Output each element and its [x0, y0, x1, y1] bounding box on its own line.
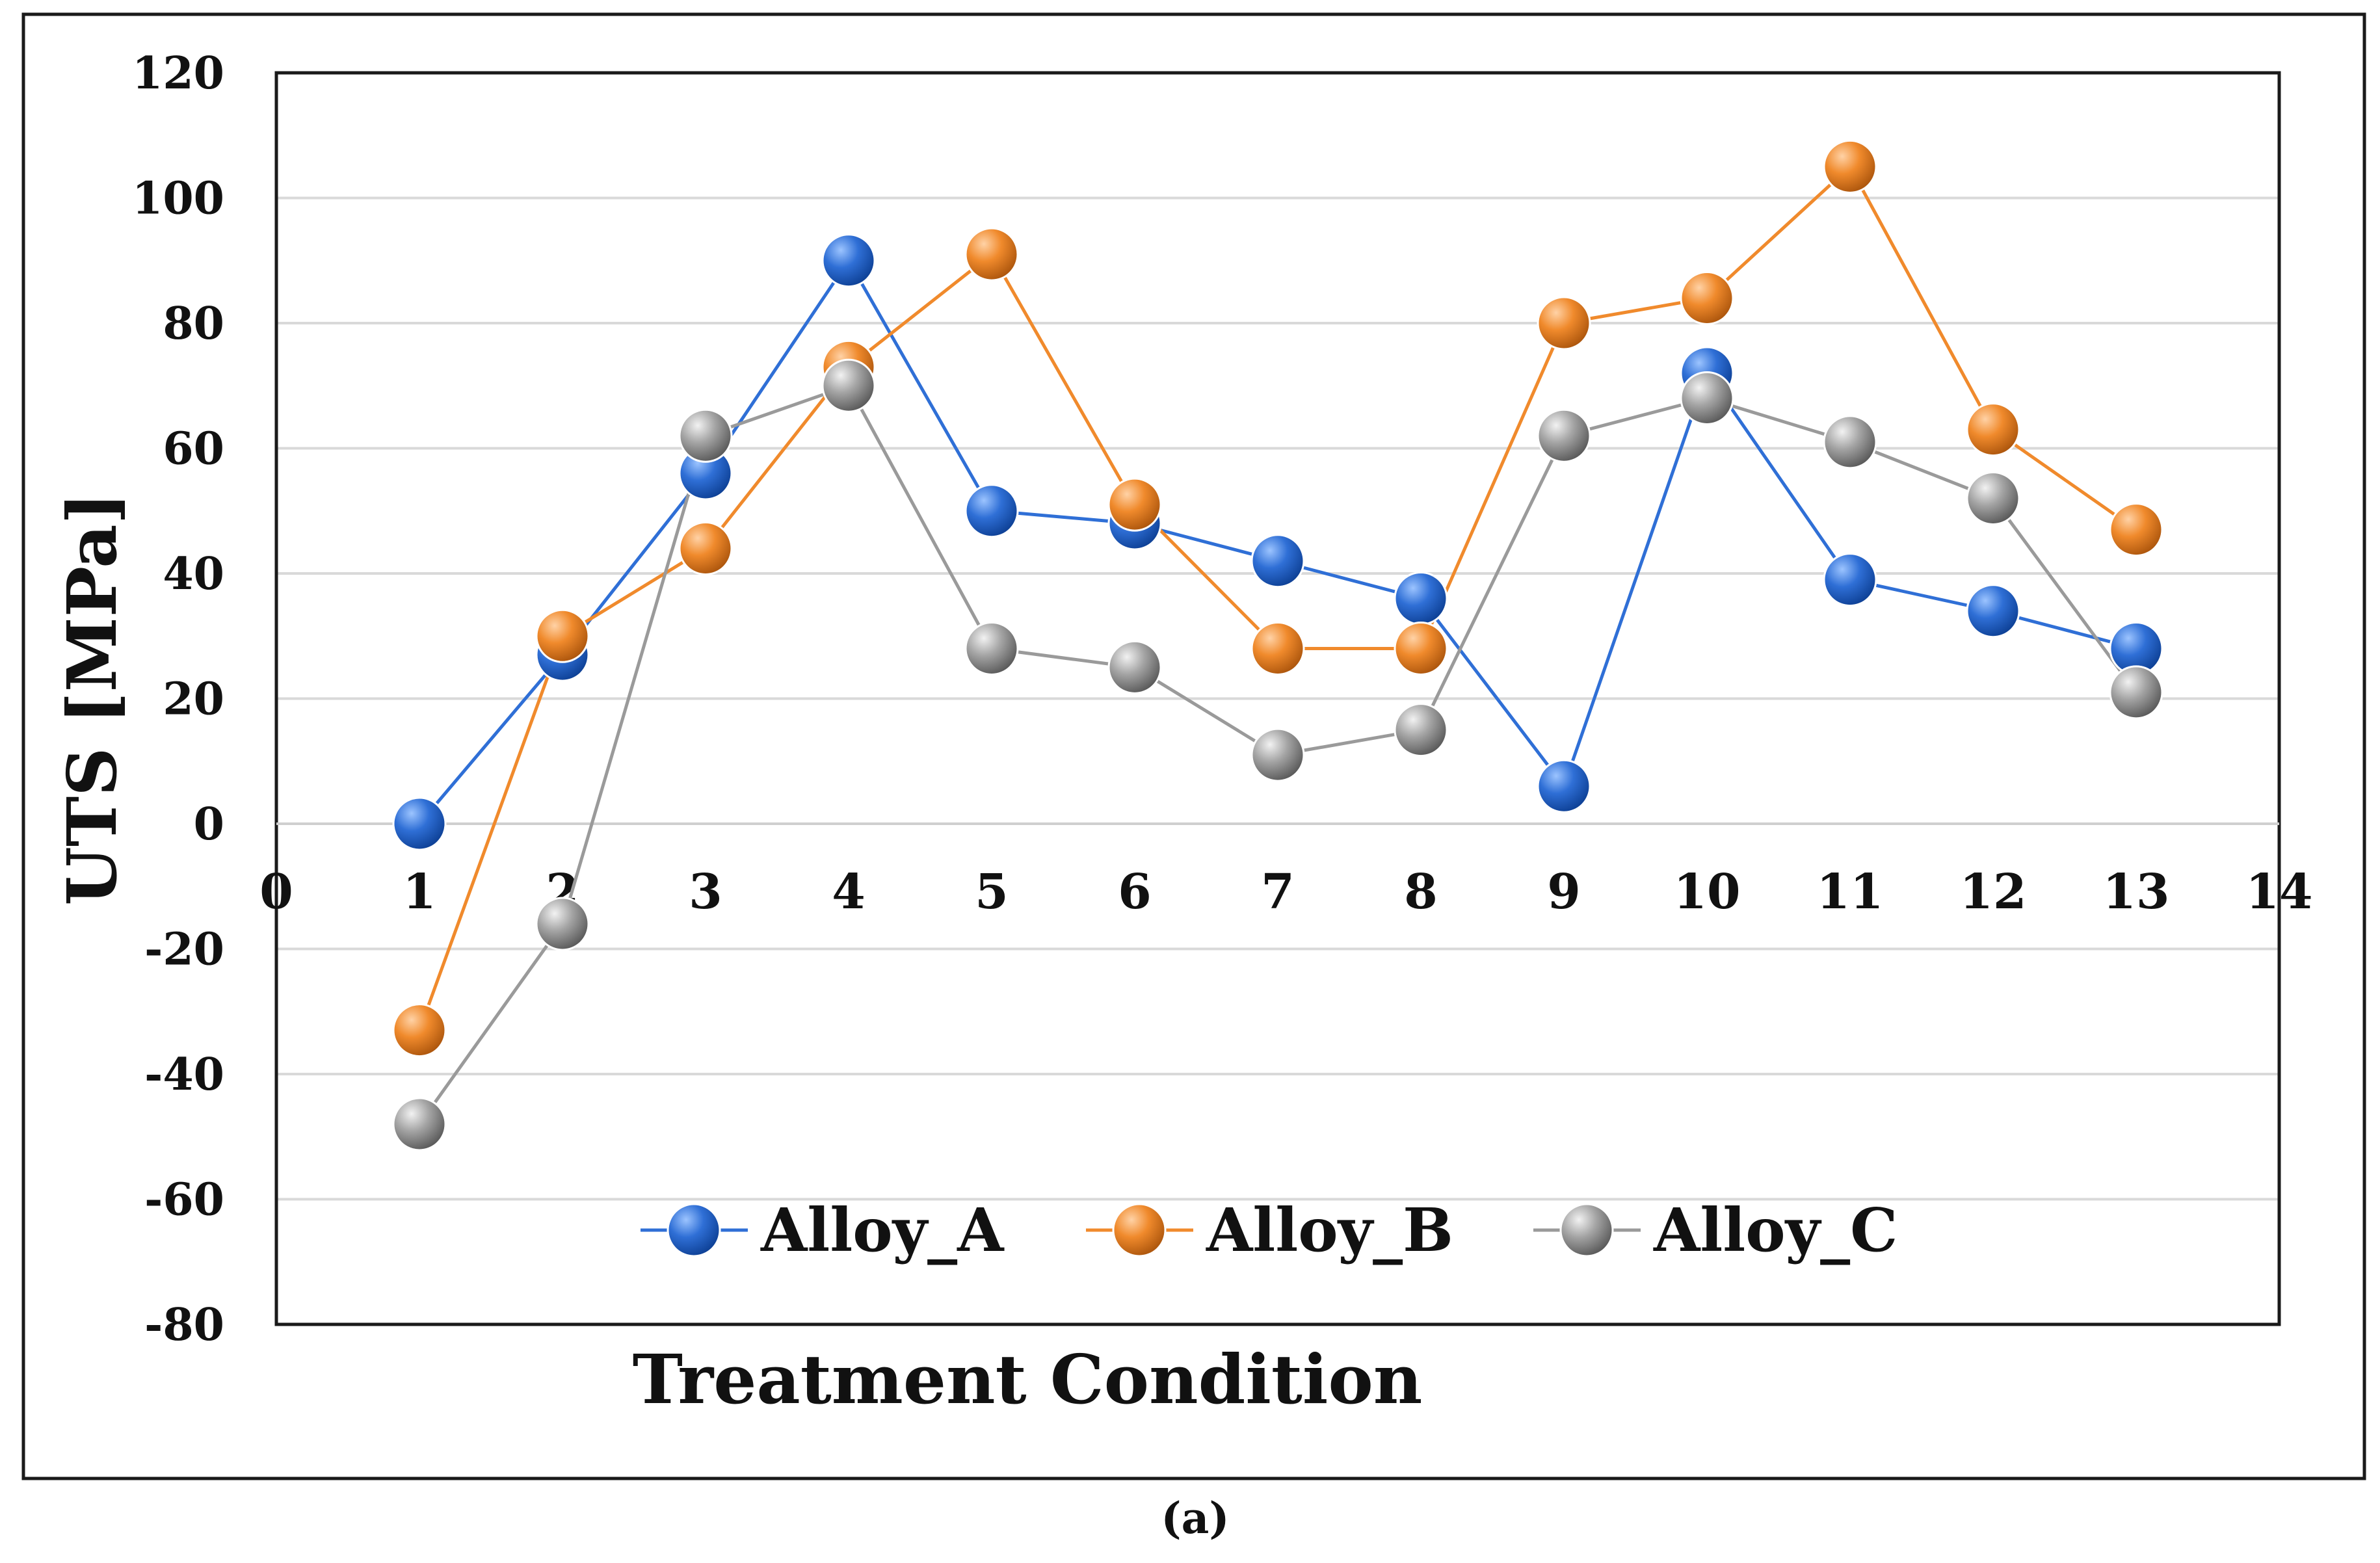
x-tick-label: 6 [1118, 864, 1152, 920]
x-tick-label: 9 [1547, 864, 1581, 920]
y-tick-label: -80 [144, 1299, 224, 1351]
x-tick-label: 1 [403, 864, 436, 920]
legend-item-alloy_b[interactable]: Alloy_B [1086, 1195, 1453, 1265]
data-point-alloy_c-9[interactable]: Alloy_C: 62 [1537, 408, 1591, 463]
data-point-alloy_c-12[interactable]: Alloy_C: 52 [1966, 471, 2020, 525]
data-point-alloy_b-2[interactable]: Alloy_B: 30 [535, 609, 590, 663]
outer-frame [21, 12, 2366, 1480]
markers-alloy_b: Alloy_B: -33 Alloy_B: 30 Alloy_B: 44 Alloy_… [392, 139, 2163, 1058]
data-point-alloy_a-8[interactable]: Alloy_A: 36 [1394, 571, 1448, 625]
x-tick-label: 14 [2246, 864, 2313, 920]
plot-area-border [274, 71, 2281, 1326]
data-point-alloy_a-9[interactable]: Alloy_A: 6 [1537, 759, 1591, 813]
legend-marker [1112, 1203, 1167, 1257]
y-tick-label: -40 [144, 1049, 224, 1101]
data-point-alloy_c-7[interactable]: Alloy_C: 11 [1250, 728, 1305, 782]
x-tick-label: 13 [2103, 864, 2170, 920]
data-point-alloy_a-11[interactable]: Alloy_A: 39 [1823, 553, 1877, 607]
data-point-alloy_b-10[interactable]: Alloy_B: 84 [1680, 271, 1734, 325]
y-axis-title: UTS [MPa] [52, 492, 132, 906]
y-tick-label: 120 [132, 47, 224, 99]
data-point-alloy_c-3[interactable]: Alloy_C: 62 [678, 408, 733, 463]
y-tick-label: 60 [163, 423, 224, 475]
data-point-alloy_a-4[interactable]: Alloy_A: 90 [821, 233, 876, 288]
legend-label: Alloy_B [1206, 1195, 1453, 1265]
x-tick-label: 7 [1261, 864, 1295, 920]
legend-label: Alloy_C [1653, 1195, 1897, 1265]
data-point-alloy_b-6[interactable]: Alloy_B: 51 [1107, 477, 1162, 532]
data-point-alloy_b-3[interactable]: Alloy_B: 44 [678, 521, 733, 575]
data-point-alloy_b-7[interactable]: Alloy_B: 28 [1250, 622, 1305, 676]
x-tick-label: 0 [259, 864, 293, 920]
figure-caption: (a) [1161, 1493, 1229, 1543]
data-point-alloy_c-1[interactable]: Alloy_C: -48 [392, 1097, 447, 1151]
legend-label: Alloy_A [760, 1195, 1005, 1265]
x-tick-label: 11 [1817, 864, 1884, 920]
legend-marker [1559, 1203, 1614, 1257]
data-point-alloy_c-10[interactable]: Alloy_C: 68 [1680, 371, 1734, 425]
data-point-alloy_b-5[interactable]: Alloy_B: 91 [964, 227, 1019, 282]
data-point-alloy_c-4[interactable]: Alloy_C: 70 [821, 358, 876, 413]
data-point-alloy_c-11[interactable]: Alloy_C: 61 [1823, 415, 1877, 469]
data-point-alloy_a-12[interactable]: Alloy_A: 34 [1966, 584, 2020, 638]
y-tick-label: 0 [194, 798, 224, 850]
y-tick-label: 80 [163, 298, 224, 350]
data-point-alloy_b-1[interactable]: Alloy_B: -33 [392, 1003, 447, 1058]
data-point-alloy_a-5[interactable]: Alloy_A: 50 [964, 484, 1019, 538]
data-point-alloy_c-5[interactable]: Alloy_C: 28 [964, 622, 1019, 676]
x-tick-label: 8 [1404, 864, 1438, 920]
data-point-alloy_c-2[interactable]: Alloy_C: -16 [535, 897, 590, 951]
x-axis-title: Treatment Condition [633, 1339, 1423, 1419]
legend-item-alloy_a[interactable]: Alloy_A [641, 1195, 1005, 1265]
x-tick-label: 10 [1674, 864, 1741, 920]
legend-marker [667, 1203, 721, 1257]
x-tick-label: 3 [689, 864, 722, 920]
x-tick-labels: 0 1 2 3 4 5 6 7 8 9 10 11 12 13 14 [259, 864, 2312, 920]
data-point-alloy_b-9[interactable]: Alloy_B: 80 [1537, 296, 1591, 350]
y-tick-label: 20 [163, 674, 224, 726]
y-tick-labels: -80 -60 -40 -20 0 20 40 60 80 100 120 [132, 47, 224, 1351]
data-point-alloy_a-7[interactable]: Alloy_A: 42 [1250, 534, 1305, 588]
markers-alloy_c: Alloy_C: -48 Alloy_C: -16 Alloy_C: 62 Alloy… [392, 358, 2163, 1151]
data-point-alloy_a-1[interactable]: Alloy_A: 0 [392, 796, 447, 851]
data-point-alloy_c-8[interactable]: Alloy_C: 15 [1394, 703, 1448, 757]
legend: Alloy_A Alloy_B Alloy_C [641, 1195, 1897, 1265]
y-tick-label: 40 [163, 548, 224, 600]
data-point-alloy_c-13[interactable]: Alloy_C: 21 [2109, 665, 2163, 720]
y-tick-label: 100 [132, 173, 224, 225]
series-layer: Alloy_A: 0Alloy_A: 27Alloy_A: 56Alloy_A:… [392, 139, 2163, 1151]
data-point-alloy_b-8[interactable]: Alloy_B: 28 [1394, 622, 1448, 676]
legend-item-alloy_c[interactable]: Alloy_C [1533, 1195, 1897, 1265]
data-point-alloy_b-12[interactable]: Alloy_B: 63 [1966, 402, 2020, 457]
data-point-alloy_b-11[interactable]: Alloy_B: 105 [1823, 139, 1877, 194]
y-tick-label: -60 [144, 1174, 224, 1226]
data-point-alloy_b-13[interactable]: Alloy_B: 47 [2109, 503, 2163, 557]
x-tick-label: 4 [832, 864, 866, 920]
x-tick-label: 5 [975, 864, 1009, 920]
data-point-alloy_c-6[interactable]: Alloy_C: 25 [1107, 640, 1162, 694]
x-tick-label: 12 [1960, 864, 2027, 920]
y-tick-label: -20 [144, 924, 224, 976]
